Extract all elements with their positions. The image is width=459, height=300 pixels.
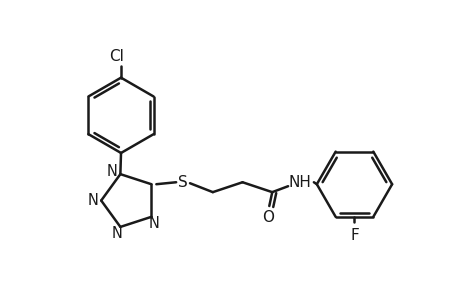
Text: N: N (88, 193, 99, 208)
Text: F: F (349, 228, 358, 243)
Text: NH: NH (288, 175, 311, 190)
Text: S: S (178, 175, 188, 190)
Text: Cl: Cl (109, 49, 124, 64)
Text: O: O (262, 210, 274, 225)
Text: N: N (149, 216, 159, 231)
Text: N: N (107, 164, 118, 179)
Text: N: N (112, 226, 123, 241)
